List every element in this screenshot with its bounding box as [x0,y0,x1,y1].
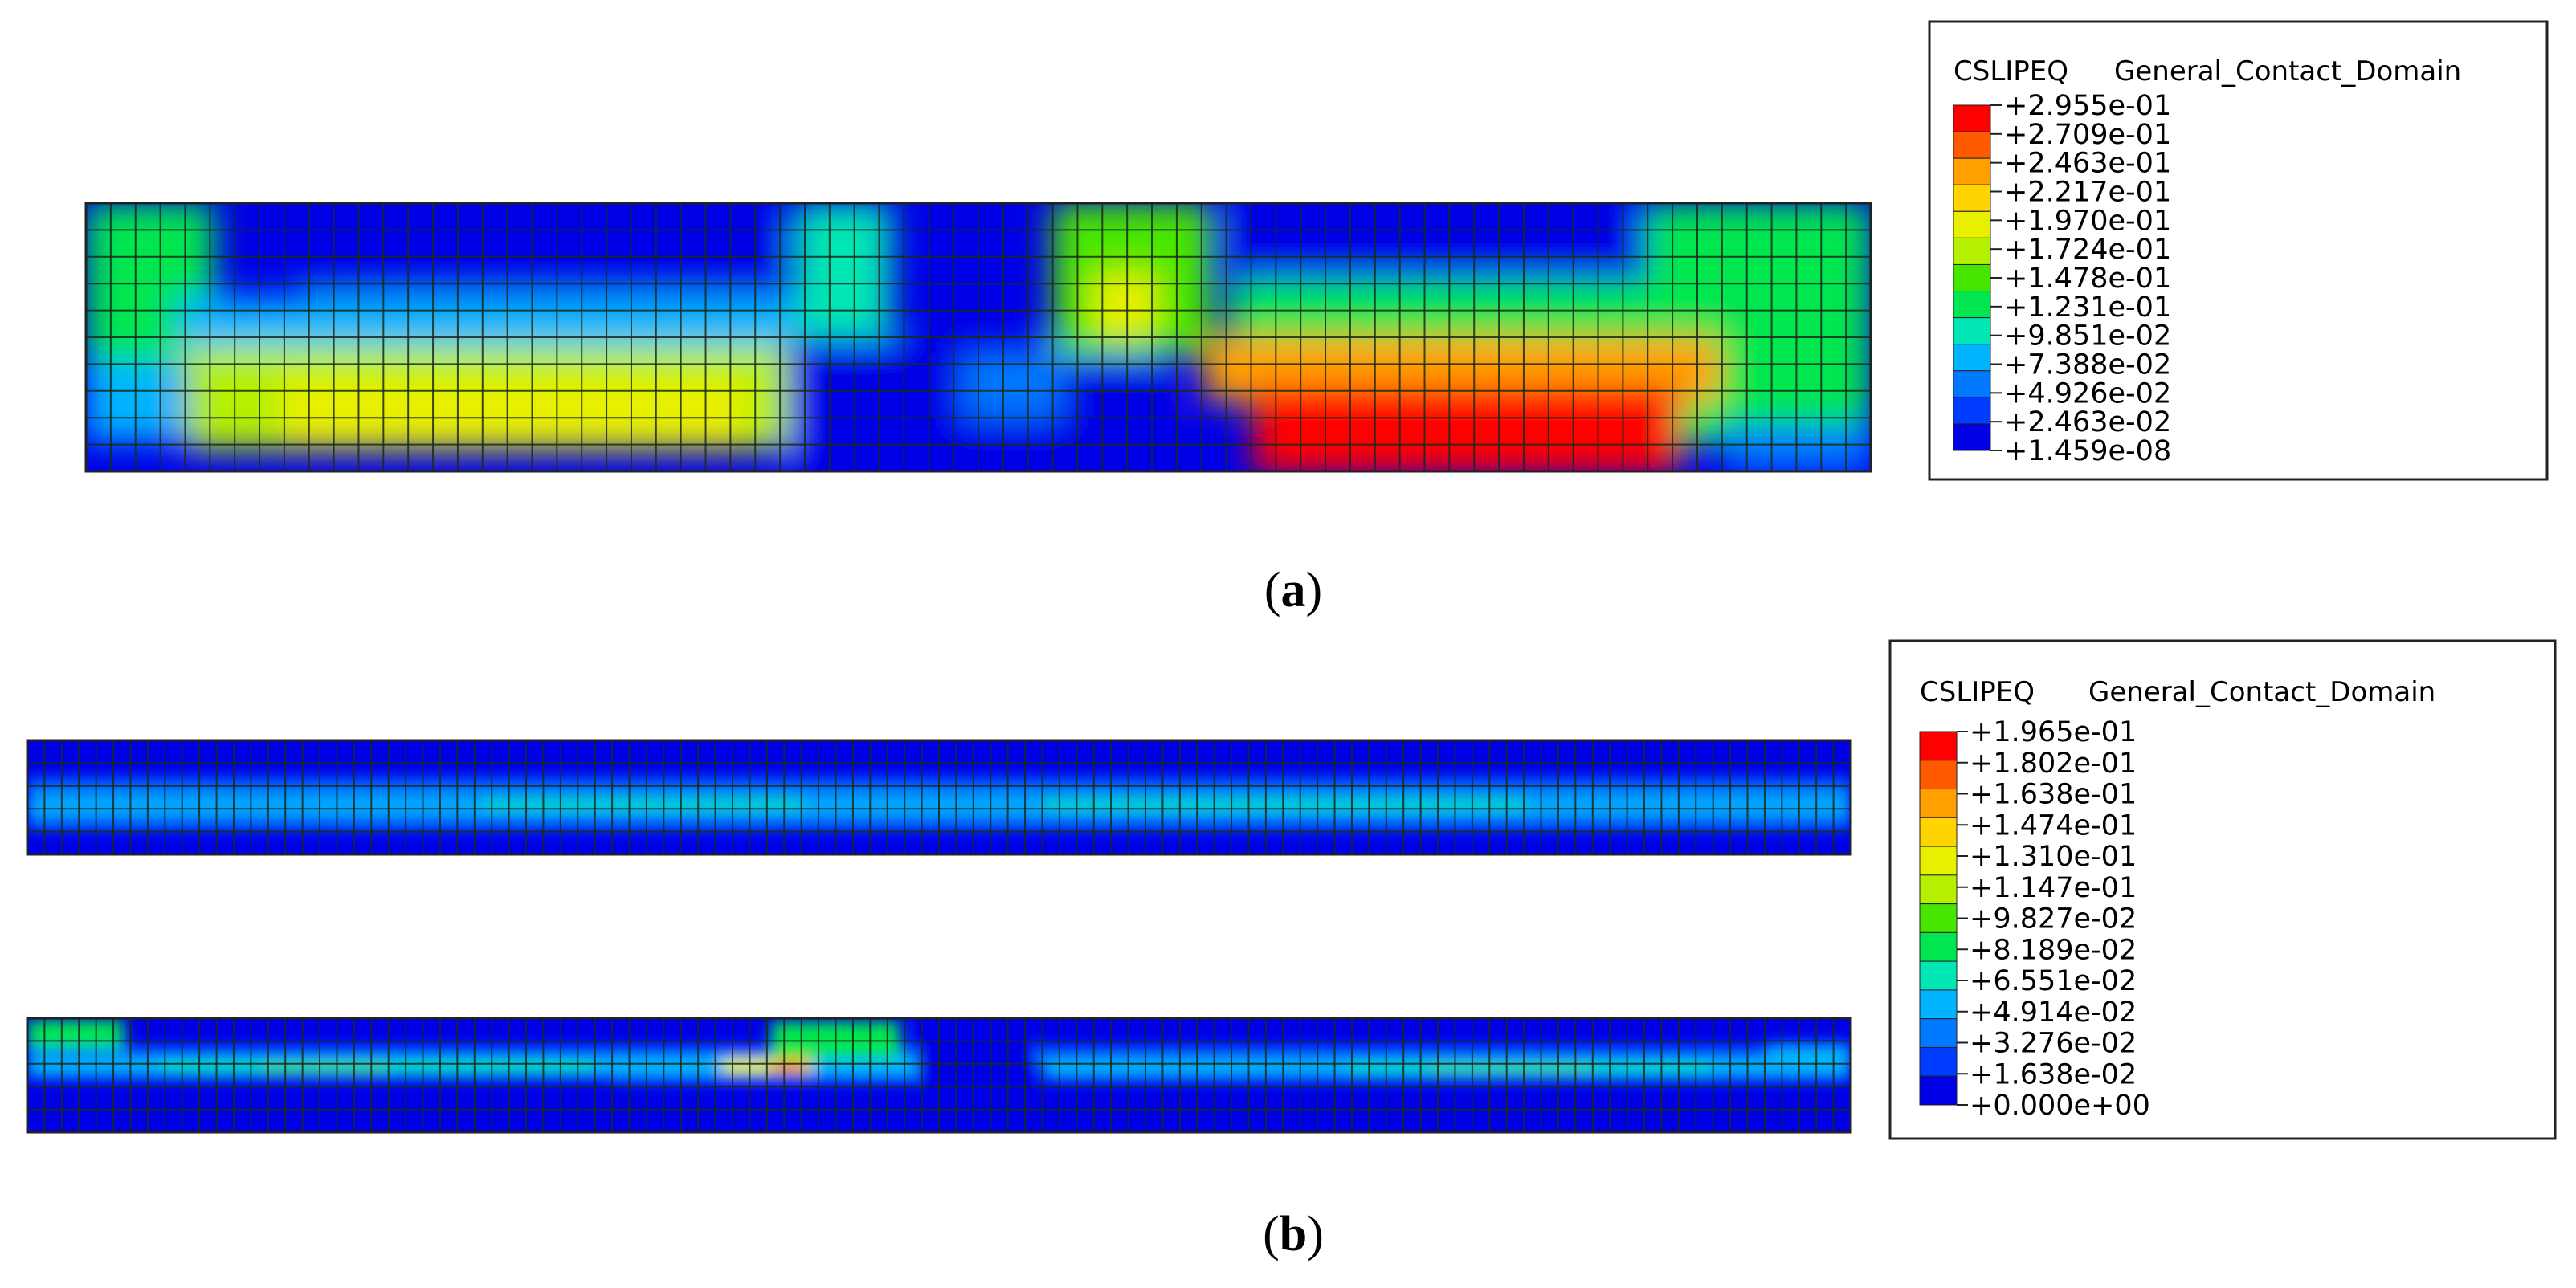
legend-color-swatch [1953,397,1991,425]
legend-color-swatch [1953,291,1991,319]
legend-color-swatch [1953,210,1991,238]
legend-color-swatch [1953,131,1991,159]
caption-a: (a) [1264,563,1322,618]
legend-value-label: +4.914e-02 [1970,997,2137,1029]
legend-a-frame [1928,20,2549,481]
legend-value-label: +1.478e-01 [2004,263,2171,295]
legend-b-value-labels: +1.965e-01+1.802e-01+1.638e-01+1.474e-01… [1970,716,2150,1122]
legend-color-swatch [1953,344,1991,372]
legend-color-swatch [1953,157,1991,185]
legend-value-label: +4.926e-02 [2004,377,2171,410]
legend-color-swatch [1953,184,1991,212]
legend-color-swatch [1919,960,1958,991]
legend-value-label: +1.459e-08 [2004,435,2171,467]
legend-color-swatch [1953,317,1991,345]
legend-value-label: +1.970e-01 [2004,205,2171,237]
legend-color-swatch [1953,237,1991,265]
legend-color-swatch [1919,1046,1958,1077]
legend-color-swatch [1953,423,1991,451]
legend-value-label: +3.276e-02 [1970,1028,2137,1060]
legend-value-label: +2.217e-01 [2004,177,2171,209]
legend-value-label: +9.851e-02 [2004,320,2171,353]
legend-color-swatch [1919,789,1958,818]
legend-a-colorbar [1953,104,2002,451]
legend-a-domain: General_Contact_Domain [2114,55,2461,88]
legend-value-label: +1.231e-01 [2004,291,2171,324]
legend-value-label: +8.189e-02 [1970,934,2137,966]
contour-plot-b-bottom [26,1017,1852,1134]
legend-value-label: +1.802e-01 [1970,748,2137,780]
legend-b-colorbar [1919,731,1968,1106]
legend-value-label: +1.310e-01 [1970,841,2137,873]
legend-value-label: +9.827e-02 [1970,903,2137,935]
legend-value-label: +2.955e-01 [2004,90,2171,122]
legend-value-label: +1.638e-02 [1970,1058,2137,1090]
legend-value-label: +0.000e+00 [1970,1090,2150,1122]
legend-color-swatch [1919,760,1958,790]
legend-color-swatch [1919,903,1958,933]
legend-value-label: +1.147e-01 [1970,872,2137,904]
legend-color-swatch [1953,370,1991,398]
legend-color-swatch [1919,817,1958,847]
legend-value-label: +2.463e-01 [2004,148,2171,180]
legend-color-swatch [1919,874,1958,905]
legend-value-label: +2.709e-01 [2004,119,2171,151]
legend-color-swatch [1953,104,1991,132]
legend-color-swatch [1919,846,1958,876]
contour-plot-a [84,202,1872,473]
legend-color-swatch [1919,989,1958,1020]
legend-color-swatch [1919,1075,1958,1106]
legend-color-swatch [1919,731,1958,761]
legend-a: CSLIPEQ General_Contact_Domain +2.955e-0… [1928,20,2549,481]
legend-b-variable: CSLIPEQ [1920,676,2035,708]
legend-value-label: +1.965e-01 [1970,716,2137,748]
caption-b: (b) [1263,1207,1324,1262]
legend-color-swatch [1953,263,1991,292]
legend-value-label: +2.463e-02 [2004,406,2171,438]
legend-a-value-labels: +2.955e-01+2.709e-01+2.463e-01+2.217e-01… [2004,90,2171,467]
legend-value-label: +7.388e-02 [2004,349,2171,381]
legend-b-frame [1888,639,2557,1140]
legend-value-label: +1.638e-01 [1970,779,2137,811]
legend-color-swatch [1919,931,1958,962]
legend-value-label: +1.724e-01 [2004,234,2171,266]
legend-color-swatch [1919,1018,1958,1048]
legend-value-label: +6.551e-02 [1970,965,2137,997]
contour-plot-b-top [26,739,1852,856]
legend-a-variable: CSLIPEQ [1953,55,2068,88]
legend-value-label: +1.474e-01 [1970,809,2137,842]
legend-b-domain: General_Contact_Domain [2088,676,2435,708]
legend-b: CSLIPEQ General_Contact_Domain +1.965e-0… [1888,639,2557,1140]
